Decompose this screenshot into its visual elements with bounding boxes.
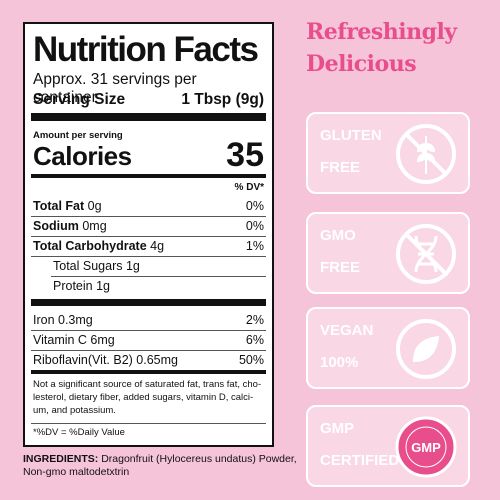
badge: VEGAN 100% [306, 307, 470, 389]
badge-text: GMP [320, 420, 355, 437]
rule [51, 276, 266, 277]
amount-label: Amount per serving [33, 130, 123, 141]
rule [31, 236, 266, 237]
servings: Approx. 31 servings per container [33, 71, 197, 106]
nutrient-amount: 1g [125, 259, 140, 273]
nutrient-amount: 4g [150, 239, 165, 253]
badge: GLUTEN FREE [306, 112, 470, 194]
footnote-line: lesterol, dietary fiber, added sugars, v… [33, 392, 254, 403]
icon [396, 124, 456, 184]
line: Refreshingly [306, 19, 457, 45]
nutrient-row: Protein 1g [53, 279, 264, 293]
rule [31, 113, 266, 121]
footnote-line: Not a significant source of saturated fa… [33, 379, 262, 390]
line: Delicious [306, 51, 417, 77]
vitamin-name: Iron 0.3mg [33, 313, 93, 327]
badge-text: FREE [320, 159, 361, 176]
nutrient-dv: 0% [245, 199, 264, 213]
serving-size: Serving Size 1 Tbsp (9g) [33, 91, 264, 109]
nutrient-row: Total Carbohydrate 4g 1% [33, 239, 264, 253]
footnote-line: um, and potassium. [33, 405, 116, 416]
icon [396, 224, 456, 284]
nutrient-name: Sodium [33, 219, 79, 233]
nutrient-row: Total Sugars 1g [53, 259, 264, 273]
badge: GMP CERTIFIED GMP [306, 405, 470, 487]
text: % DV* [234, 182, 264, 193]
dv-note: *%DV = %Daily Value [33, 427, 125, 438]
ingredients: INGREDIENTS: Dragonfruit (Hylocereus und… [23, 453, 297, 479]
badge-text: VEGAN [320, 322, 374, 339]
icon-text: GMP [411, 440, 441, 455]
rule [31, 350, 266, 351]
nutrient-name: Total Fat [33, 199, 85, 213]
nutrient-name: Total Sugars [53, 259, 123, 273]
nutrient-name: Total Carbohydrate [33, 239, 147, 253]
nutrient-amount: 1g [96, 279, 110, 293]
value: 35 [226, 136, 264, 174]
headline: Refreshingly Delicious [306, 16, 457, 80]
nutrition-panel: Nutrition Facts Approx. 31 servings per … [23, 22, 274, 447]
calories: Calories 35 [33, 136, 264, 174]
nutrient-dv: 0% [245, 219, 264, 233]
rule [31, 256, 266, 257]
rule [31, 330, 266, 331]
badge-icon: GMP [394, 415, 458, 484]
vitamin-row: Vitamin C 6mg 6% [33, 333, 264, 347]
badge-icon [394, 222, 458, 291]
rule [31, 174, 266, 178]
rule [31, 370, 266, 374]
nutrient-row: Total Fat 0g 0% [33, 199, 264, 213]
vitamin-dv: 6% [245, 333, 264, 347]
text: Dragonfruit (Hylocereus undatus) Powder, [101, 453, 297, 465]
label: Serving Size [33, 91, 126, 108]
badge-text: GLUTEN [320, 127, 382, 144]
badge-text: GMO [320, 227, 356, 244]
icon [395, 416, 457, 478]
vitamin-dv: 50% [238, 353, 264, 367]
text: Non-gmo maltodetxtrin [23, 466, 130, 478]
badge-text: 100% [320, 354, 359, 371]
badge-text: FREE [320, 259, 361, 276]
badge-icon [394, 317, 458, 386]
rule [31, 216, 266, 217]
vitamin-name: Riboflavin(Vit. B2) 0.65mg [33, 353, 178, 367]
nutrient-row: Sodium 0mg 0% [33, 219, 264, 233]
vitamin-row: Iron 0.3mg 2% [33, 313, 264, 327]
vitamin-name: Vitamin C 6mg [33, 333, 115, 347]
rule [31, 299, 266, 306]
nutrient-name: Protein [53, 279, 93, 293]
title: Nutrition Facts [33, 30, 259, 69]
badge-icon [394, 122, 458, 191]
nutrient-amount: 0g [87, 199, 102, 213]
vitamin-dv: 2% [245, 313, 264, 327]
badge-text: CERTIFIED [320, 452, 400, 469]
label: Calories [33, 141, 132, 171]
label: INGREDIENTS: [23, 453, 99, 465]
icon [396, 319, 456, 379]
badge: GMO FREE [306, 212, 470, 294]
nutrient-dv: 1% [245, 239, 264, 253]
nutrient-amount: 0mg [82, 219, 107, 233]
vitamin-row: Riboflavin(Vit. B2) 0.65mg 50% [33, 353, 264, 367]
value: 1 Tbsp (9g) [181, 91, 264, 108]
rule [31, 423, 266, 424]
